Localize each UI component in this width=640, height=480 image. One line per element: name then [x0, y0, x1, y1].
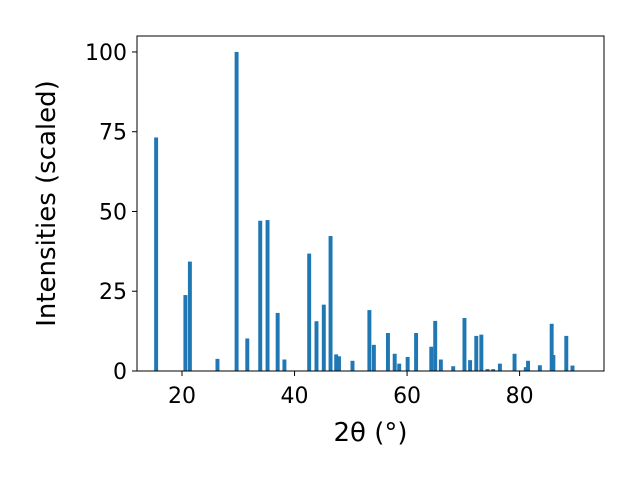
bar	[564, 335, 569, 371]
x-axis-label: 2θ (°)	[333, 418, 407, 448]
x-axis-ticks: 20 40 60 80	[168, 371, 534, 409]
bar	[314, 321, 319, 371]
bar	[397, 363, 402, 371]
bar	[551, 355, 556, 371]
bar	[154, 137, 159, 371]
y-tick-label: 100	[85, 41, 127, 66]
bar	[307, 253, 312, 371]
x-tick-label: 80	[506, 384, 534, 409]
bar	[462, 318, 467, 371]
bar	[570, 365, 575, 371]
bar	[245, 338, 250, 371]
bar	[275, 312, 280, 371]
bar	[334, 354, 339, 371]
y-tick-label: 75	[99, 121, 127, 146]
bar	[438, 359, 443, 371]
plot-frame	[136, 35, 605, 372]
bar	[265, 220, 270, 371]
bar	[392, 353, 397, 371]
bar	[497, 363, 502, 371]
bar	[328, 236, 333, 371]
bar	[258, 220, 263, 371]
bar	[371, 344, 376, 371]
bar	[367, 310, 372, 371]
bar	[433, 320, 438, 371]
bar	[183, 295, 188, 371]
bar	[337, 356, 341, 371]
bar	[512, 353, 517, 371]
bar	[350, 360, 355, 371]
bar-series	[154, 51, 575, 371]
bar	[385, 333, 390, 371]
bar	[429, 346, 434, 371]
bar	[215, 358, 220, 371]
y-axis-ticks: 0 25 50 75 100	[85, 41, 137, 385]
bar	[479, 334, 484, 371]
x-tick-label: 20	[168, 384, 196, 409]
bar	[187, 261, 192, 371]
y-tick-label: 0	[113, 360, 127, 385]
bar	[537, 365, 542, 371]
bar	[321, 304, 326, 371]
x-tick-label: 60	[393, 384, 421, 409]
y-axis-label: Intensities (scaled)	[32, 80, 62, 327]
bar	[526, 360, 531, 371]
bar	[485, 369, 490, 371]
bar	[549, 323, 554, 371]
x-tick-label: 40	[281, 384, 309, 409]
bar	[491, 369, 496, 371]
bar	[451, 366, 456, 371]
y-tick-label: 25	[99, 280, 127, 305]
y-tick-label: 50	[99, 200, 127, 225]
bar	[474, 335, 479, 371]
bar	[414, 333, 419, 371]
bar	[234, 51, 239, 371]
bar	[468, 360, 473, 371]
bar	[523, 367, 528, 371]
bar	[282, 359, 287, 371]
bar	[405, 356, 410, 371]
